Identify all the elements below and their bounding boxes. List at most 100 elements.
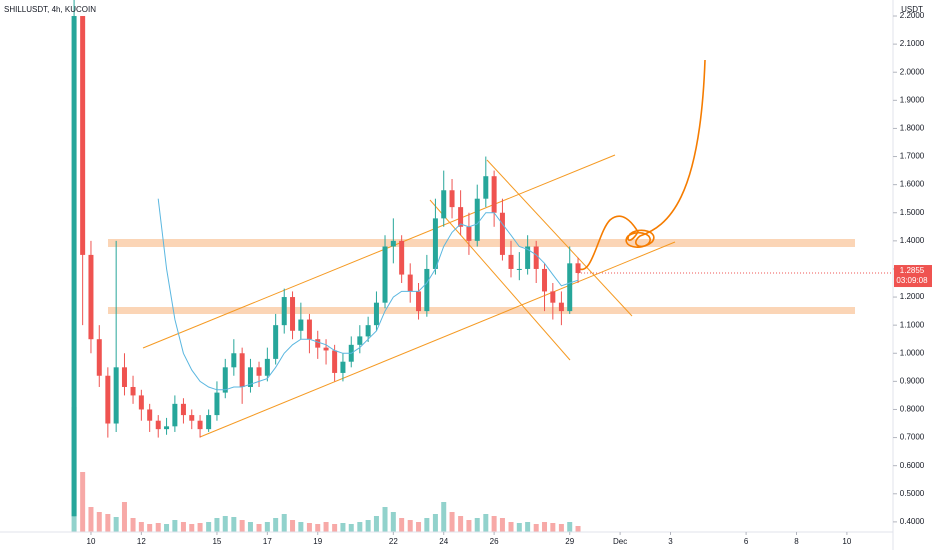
candle-body	[382, 246, 388, 303]
candle-body	[441, 190, 447, 219]
x-tick-label: Dec	[613, 537, 627, 546]
y-tick-label: 0.7000	[900, 433, 925, 442]
candle-body	[197, 420, 203, 430]
volume-bar	[491, 516, 497, 532]
x-tick-label: 24	[439, 537, 448, 546]
x-tick-label: 22	[389, 537, 398, 546]
y-tick-label: 1.4000	[900, 236, 925, 245]
x-tick-label: 29	[565, 537, 574, 546]
volume-bar	[180, 522, 186, 532]
volume-bar	[96, 512, 102, 532]
x-tick-label: 19	[313, 537, 322, 546]
candle-body	[516, 268, 522, 270]
y-tick-label: 1.9000	[900, 95, 925, 104]
y-tick-label: 2.2000	[900, 11, 925, 20]
volume-bar	[138, 522, 144, 532]
volume-bar	[340, 523, 346, 532]
volume-bar	[256, 524, 262, 532]
y-tick-label: 0.5000	[900, 489, 925, 498]
volume-bar	[516, 523, 522, 532]
candle-body	[256, 367, 262, 376]
candle-body	[365, 325, 371, 337]
candle-body	[315, 339, 321, 348]
volume-layer	[71, 407, 581, 532]
volume-bar	[458, 516, 464, 532]
volume-bar	[239, 520, 245, 532]
currency-label: USDT	[901, 5, 923, 14]
volume-bar	[315, 524, 321, 532]
volume-bar	[399, 518, 405, 532]
volume-bar	[424, 518, 430, 532]
volume-bar	[273, 518, 279, 532]
last-price-box	[894, 265, 932, 288]
volume-bar	[525, 522, 531, 532]
candle-body	[424, 268, 430, 312]
candle-body	[189, 415, 195, 421]
candle-body	[231, 353, 237, 368]
candles-layer	[71, 0, 581, 517]
candle-body	[214, 392, 220, 416]
candle-body	[373, 302, 379, 326]
candle-body	[558, 302, 564, 312]
volume-bar	[222, 516, 228, 532]
volume-bar	[567, 522, 573, 532]
volume-bar	[80, 472, 86, 532]
candle-body	[130, 386, 136, 396]
volume-bar	[88, 507, 94, 532]
candle-body	[407, 274, 413, 292]
candle-body	[298, 319, 304, 331]
candle-body	[340, 361, 346, 373]
projection-path	[577, 59, 706, 271]
x-tick-label: 12	[137, 537, 146, 546]
volume-bar	[281, 514, 287, 532]
volume-bar	[474, 518, 480, 532]
candle-body	[357, 336, 363, 345]
moving-average	[157, 198, 579, 391]
volume-bar	[382, 507, 388, 532]
y-tick-label: 1.5000	[900, 208, 925, 217]
x-tick-label: 6	[744, 537, 749, 546]
volume-bar	[533, 524, 539, 532]
volume-bar	[365, 520, 371, 532]
x-tick-label: 26	[490, 537, 499, 546]
candle-body	[525, 246, 531, 269]
volume-bar	[508, 522, 514, 532]
y-tick-label: 1.1000	[900, 320, 925, 329]
y-tick-label: 0.8000	[900, 405, 925, 414]
volume-bar	[357, 522, 363, 532]
volume-bar	[247, 522, 253, 532]
volume-bar	[441, 502, 447, 532]
candle-body	[550, 291, 556, 303]
candle-body	[399, 240, 405, 275]
candle-body	[155, 420, 161, 430]
last-price-label: 1.2855	[900, 266, 925, 275]
candle-body	[239, 353, 245, 387]
candle-body	[180, 403, 186, 416]
candle-body	[290, 297, 296, 331]
candle-body	[164, 426, 170, 430]
volume-bar	[550, 523, 556, 532]
candle-body	[306, 319, 312, 340]
volume-bar	[558, 524, 564, 532]
chart-title: SHILLUSDT, 4h, KUCOIN	[4, 5, 96, 14]
candle-body	[273, 325, 279, 359]
candle-body	[121, 367, 127, 387]
y-tick-label: 2.0000	[900, 67, 925, 76]
candle-body	[172, 403, 178, 427]
candle-body	[483, 176, 489, 199]
candle-body	[542, 268, 548, 292]
candle-body	[508, 254, 514, 269]
volume-bar	[499, 518, 505, 532]
volume-bar	[121, 502, 127, 532]
candle-body	[432, 218, 438, 269]
channel-line	[142, 154, 616, 349]
volume-bar	[264, 522, 270, 532]
volume-bar	[542, 522, 548, 532]
candle-body	[80, 16, 86, 255]
volume-bar	[332, 524, 338, 532]
drawings	[108, 59, 855, 438]
volume-bar	[113, 517, 119, 532]
volume-bar	[214, 518, 220, 532]
